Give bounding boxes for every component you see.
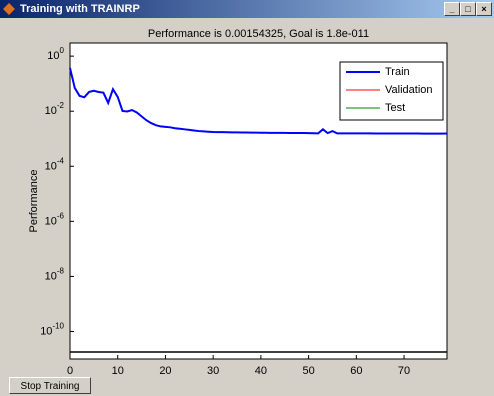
y-tick-base: 10	[45, 105, 57, 117]
y-tick-label: 10-10	[40, 322, 64, 338]
y-tick-exponent: -10	[52, 322, 64, 331]
chart: Performance is 0.00154325, Goal is 1.8e-…	[28, 28, 448, 376]
legend-label: Train	[385, 66, 410, 78]
legend-label: Validation	[385, 84, 433, 96]
y-tick-base: 10	[45, 215, 57, 227]
y-tick-exponent: -2	[57, 101, 65, 110]
y-tick-label: 100	[47, 46, 64, 62]
y-tick-label: 10-6	[45, 211, 65, 227]
x-tick-label: 20	[159, 365, 171, 376]
x-tick-label: 30	[207, 365, 219, 376]
y-tick-exponent: 0	[60, 46, 65, 55]
x-tick-label: 60	[350, 365, 362, 376]
stop-training-button[interactable]: Stop Training	[9, 377, 91, 394]
close-button[interactable]: ×	[476, 2, 492, 16]
y-tick-base: 10	[47, 50, 59, 62]
x-tick-label: 10	[112, 365, 124, 376]
maximize-button[interactable]: □	[460, 2, 476, 16]
legend-label: Test	[385, 102, 405, 114]
y-tick-label: 10-4	[45, 156, 65, 172]
app-icon	[3, 3, 15, 15]
x-tick-label: 70	[398, 365, 410, 376]
y-tick-exponent: -8	[57, 267, 65, 276]
y-tick-base: 10	[40, 325, 52, 337]
y-tick-exponent: -4	[57, 156, 65, 165]
y-tick-exponent: -6	[57, 211, 65, 220]
y-tick-base: 10	[45, 270, 57, 282]
y-axis-label: Performance	[28, 170, 40, 233]
y-tick-label: 10-2	[45, 101, 65, 117]
y-tick-base: 10	[45, 160, 57, 172]
x-tick-label: 50	[302, 365, 314, 376]
minimize-button[interactable]: _	[444, 2, 460, 16]
x-tick-label: 40	[255, 365, 267, 376]
x-tick-label: 0	[67, 365, 73, 376]
y-tick-label: 10-8	[45, 267, 65, 283]
series-line	[69, 67, 448, 135]
window-title: Training with TRAINRP	[20, 3, 140, 15]
title-bar: Training with TRAINRP _ □ ×	[0, 0, 494, 18]
chart-title: Performance is 0.00154325, Goal is 1.8e-…	[148, 28, 369, 40]
